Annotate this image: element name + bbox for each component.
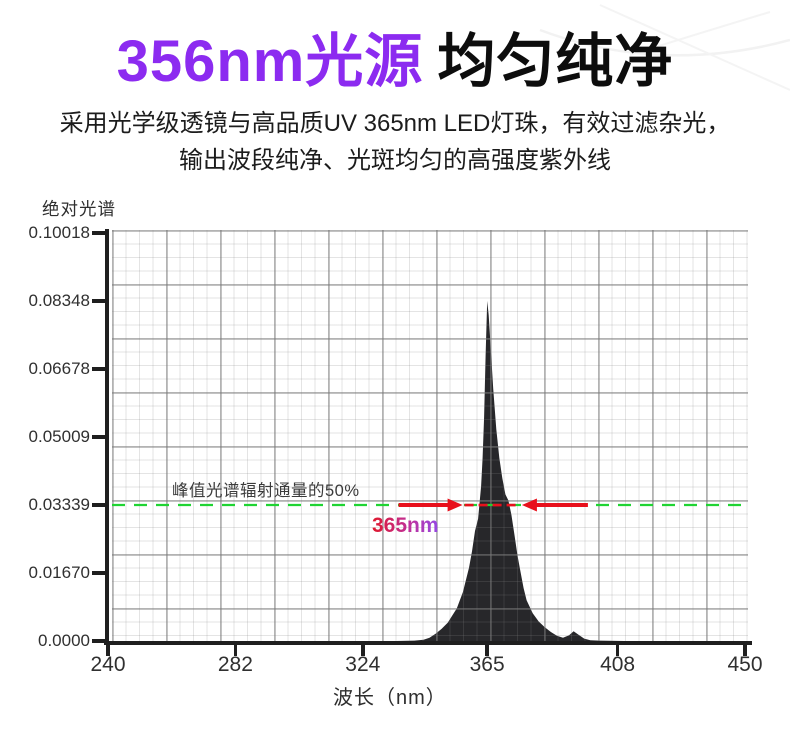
y-tick-label: 0.03339	[28, 495, 90, 514]
y-tick-mark	[92, 639, 105, 643]
y-tick-label: 0.01670	[28, 563, 90, 582]
x-axis-line	[104, 641, 752, 645]
subtitle-line1: 采用光学级透镜与高品质UV 365nm LED灯珠，有效过滤杂光，	[59, 110, 731, 137]
subtitle-line2: 输出波段纯净、光斑均匀的高强度紫外线	[179, 147, 611, 174]
y-tick-mark	[92, 299, 105, 303]
y-tick-mark	[92, 231, 105, 235]
y-tick-label: 0.10018	[28, 223, 90, 242]
x-tick-mark	[361, 645, 365, 656]
y-tick-label: 0.06678	[28, 359, 90, 378]
x-tick-label: 282	[217, 653, 253, 676]
x-tick-mark	[485, 645, 489, 656]
y-tick-label: 0.08348	[28, 291, 90, 310]
x-tick-mark	[106, 645, 110, 656]
y-tick-label: 0.0000	[38, 631, 90, 650]
spectrum-peak	[108, 300, 745, 641]
grid	[112, 230, 748, 642]
y-axis-line	[105, 229, 109, 645]
x-tick-mark	[233, 645, 238, 656]
title-highlight: 356nm光源	[116, 29, 424, 94]
y-tick-mark	[92, 435, 105, 439]
background-decoration	[539, 4, 790, 91]
x-tick-label: 324	[345, 653, 381, 676]
y-tick-mark	[92, 571, 105, 575]
fwhm-wavelength-label: 365nm	[372, 514, 439, 537]
x-axis-title: 波长（nm）	[333, 687, 447, 709]
x-tick-label: 240	[90, 653, 126, 676]
x-tick-label: 408	[600, 653, 636, 676]
x-tick-label: 365	[469, 653, 505, 676]
reference-line-label: 峰值光谱辐射通量的50%	[172, 482, 360, 500]
y-tick-mark	[92, 503, 105, 507]
page-title: 356nm光源 均匀纯净	[0, 26, 790, 98]
fwhm-arrow-left-head	[447, 498, 463, 512]
x-tick-mark	[615, 645, 620, 656]
x-tick-label: 450	[727, 653, 763, 676]
x-tick-mark	[743, 645, 747, 656]
title-rest: 均匀纯净	[437, 29, 674, 94]
y-tick-label: 0.05009	[28, 427, 90, 446]
y-axis-title: 绝对光谱	[42, 199, 116, 219]
fwhm-arrow-right-head	[521, 498, 537, 512]
y-tick-mark	[92, 367, 105, 371]
